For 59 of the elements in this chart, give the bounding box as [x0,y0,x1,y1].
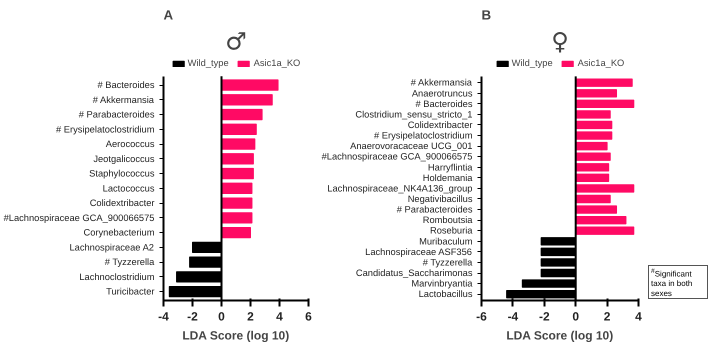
x-tick-label: -2 [538,310,550,324]
y-tick-label: Marvinbryantia [411,278,474,289]
y-tick-label: # Bacteroides [97,80,155,90]
x-axis-title: LDA Score (log 10) [506,328,614,342]
y-tick-label: Staphylococcus [89,168,155,179]
y-tick-label: Colidextribacter [408,120,473,130]
chart-title: B [482,8,492,22]
y-tick-label: Anaerovoracaceae UCG_001 [350,141,473,152]
x-tick-label: 0 [572,310,580,324]
y-tick-label: Lactobacillus [418,289,473,300]
y-tick-label: Holdemania [422,172,474,183]
y-tick-label: # Erysipelatoclostridium [56,124,155,134]
y-tick-label: Roseburia [430,226,474,236]
x-tick-label: -6 [476,310,488,324]
y-tick-label: Romboutsia [422,215,474,226]
y-tick-label: Negativibacillus [408,194,473,204]
chart-subtitle: ♀ [551,28,569,56]
x-tick-label: 4 [276,310,284,324]
legend-label: Wild_type [188,58,229,68]
y-tick-label: Lachnospiraceae ASF356 [365,246,472,257]
x-tick-label: -2 [187,310,198,324]
y-tick-label: # Akkermansia [410,78,473,88]
y-tick-label: Anaerotruncus [412,88,473,98]
y-tick-label: # Erysipelatoclostridium [374,130,473,141]
y-tick-label: Candidatus_Saccharimonas [356,268,473,278]
legend-label: Asic1a_KO [254,58,300,68]
y-tick-label: # Parabacteroides [78,110,155,120]
y-tick-label: #Lachnospiraceae GCA_900066575 [322,152,472,162]
y-tick-label: Aerococcus [106,139,155,150]
legend-label: Wild_type [512,58,553,68]
chart-subtitle: ♂ [225,28,247,56]
y-tick-label: Lactococcus [102,183,155,194]
y-tick-label: Jeotgalicoccus [93,154,155,164]
legend-label: Asic1a_KO [578,58,624,68]
x-tick-label: 4 [635,310,642,324]
y-tick-label: Lachnospiraceae_NK4A136_group [327,183,473,194]
y-tick-label: # Bacteroides [415,98,473,109]
y-tick-label: # Parabacteroides [396,204,473,215]
y-tick-label: Lachnospiraceae A2 [69,242,154,252]
y-tick-label: Corynebacterium [83,228,155,238]
x-tick-label: 2 [604,310,611,324]
y-tick-label: Turicibacter [106,286,155,297]
y-tick-label: # Tyzzerella [422,257,474,268]
x-tick-label: 6 [305,310,312,324]
chart-title: A [164,8,174,22]
y-tick-label: Muribaculum [419,236,473,246]
y-tick-label: Lachnoclostridium [79,272,155,282]
x-tick-label: -4 [158,310,170,324]
y-tick-label: # Akkermansia [92,94,155,105]
x-tick-label: -4 [508,310,519,324]
y-tick-label: Colidextribacter [90,198,155,208]
y-tick-label: Harryflintia [428,162,474,172]
y-tick-label: # Tyzzerella [104,257,156,268]
text: $^{#}$Significant taxa in both sexes [651,268,705,298]
y-tick-label: #Lachnospiraceae GCA_900066575 [4,212,154,223]
x-tick-label: 2 [247,310,254,324]
x-tick-label: 0 [218,310,226,324]
x-axis-title: LDA Score (log 10) [182,328,290,342]
y-tick-label: Clostridium_sensu_stricto_1 [355,109,472,120]
